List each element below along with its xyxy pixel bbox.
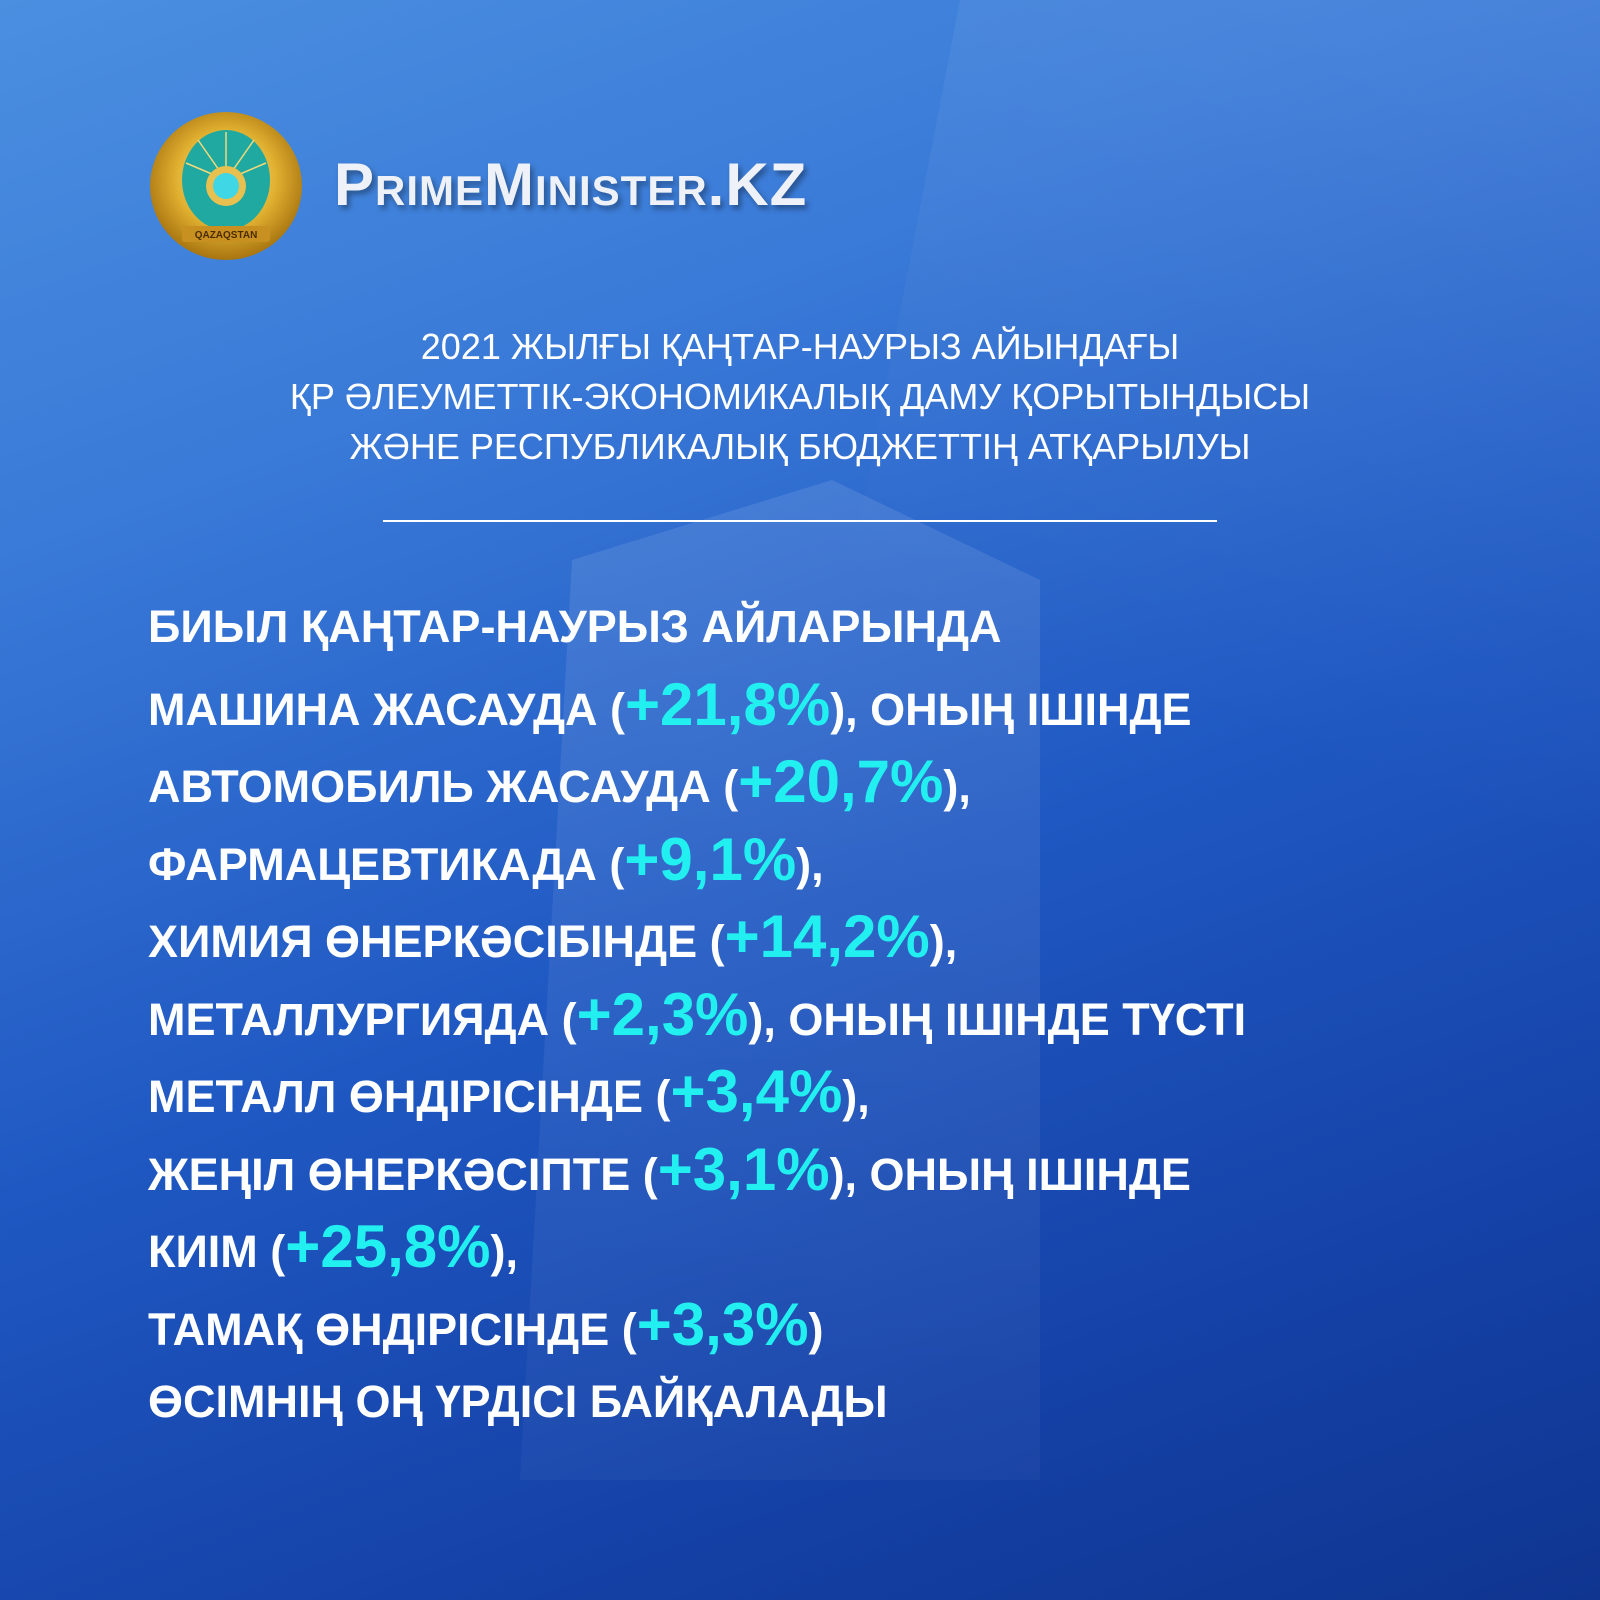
body-text-segment: ),	[842, 1071, 870, 1122]
subtitle-line: ҚР ӘЛЕУМЕТТІК-ЭКОНОМИКАЛЫҚ ДАМУ ҚОРЫТЫНД…	[289, 376, 1311, 417]
growth-percentage: +2,3%	[576, 980, 749, 1048]
body-text-segment: БИЫЛ ҚАҢТАР-НАУРЫЗ АЙЛАРЫНДА	[148, 601, 1002, 652]
body-line: БИЫЛ ҚАҢТАР-НАУРЫЗ АЙЛАРЫНДА	[148, 588, 1246, 666]
body-text-segment: ЖЕҢІЛ ӨНЕРКӘСІПТЕ (	[148, 1148, 658, 1200]
growth-percentage: +3,1%	[657, 1135, 830, 1203]
body-text-segment: ),	[943, 761, 971, 812]
body-line: ЖЕҢІЛ ӨНЕРКӘСІПТЕ (+3,1%), ОНЫҢ ІШІНДЕ	[148, 1131, 1246, 1209]
body-line: ФАРМАЦЕВТИКАДА (+9,1%),	[148, 821, 1246, 899]
body-line: КИІМ (+25,8%),	[148, 1208, 1246, 1286]
growth-percentage: +9,1%	[624, 825, 797, 893]
body-text-segment: ), ОНЫҢ ІШІНДЕ ТҮСТІ	[748, 993, 1247, 1045]
growth-percentage: +21,8%	[625, 670, 831, 738]
divider	[383, 520, 1217, 522]
body-text-segment: АВТОМОБИЛЬ ЖАСАУДА (	[148, 761, 739, 812]
emblem-text: QAZAQSTAN	[195, 230, 258, 241]
subtitle-line: 2021 ЖЫЛҒЫ ҚАҢТАР-НАУРЫЗ АЙЫНДАҒЫ	[420, 326, 1180, 367]
body-text-segment: ),	[796, 838, 824, 890]
body-text-segment: ), ОНЫҢ ІШІНДЕ	[829, 1148, 1191, 1200]
brand-name: PrimeMinister.KZ	[334, 151, 808, 218]
body-text-segment: МЕТАЛЛ ӨНДІРІСІНДЕ (	[148, 1071, 671, 1122]
subtitle: 2021 ЖЫЛҒЫ ҚАҢТАР-НАУРЫЗ АЙЫНДАҒЫ ҚР ӘЛЕ…	[0, 322, 1600, 472]
body-text-segment: )	[808, 1303, 824, 1355]
body-text-segment: ),	[490, 1226, 518, 1277]
growth-percentage: +3,3%	[636, 1290, 809, 1358]
body-line: ХИМИЯ ӨНЕРКӘСІБІНДЕ (+14,2%),	[148, 898, 1246, 976]
body-text-segment: ТАМАҚ ӨНДІРІСІНДЕ (	[148, 1303, 637, 1355]
body-text: БИЫЛ ҚАҢТАР-НАУРЫЗ АЙЛАРЫНДА МАШИНА ЖАСАУ…	[148, 588, 1246, 1441]
growth-percentage: +25,8%	[285, 1213, 491, 1280]
body-line: АВТОМОБИЛЬ ЖАСАУДА (+20,7%),	[148, 743, 1246, 821]
body-text-segment: ),	[929, 916, 958, 967]
body-text-segment: ), ОНЫҢ ІШІНДЕ	[830, 683, 1192, 735]
body-text-segment: КИІМ (	[148, 1226, 286, 1277]
body-text-segment: ФАРМАЦЕВТИКАДА (	[148, 838, 625, 890]
body-line: МАШИНА ЖАСАУДА (+21,8%), ОНЫҢ ІШІНДЕ	[148, 666, 1246, 744]
growth-percentage: +20,7%	[738, 748, 944, 815]
body-text-segment: МЕТАЛЛУРГИЯДА (	[148, 993, 577, 1045]
body-text-segment: ӨСІМНІҢ ОҢ ҮРДІСІ БАЙҚАЛАДЫ	[148, 1376, 888, 1427]
body-line: МЕТАЛЛУРГИЯДА (+2,3%), ОНЫҢ ІШІНДЕ ТҮСТІ	[148, 976, 1246, 1054]
growth-percentage: +14,2%	[724, 903, 930, 970]
body-line: ӨСІМНІҢ ОҢ ҮРДІСІ БАЙҚАЛАДЫ	[148, 1363, 1246, 1441]
growth-percentage: +3,4%	[670, 1058, 843, 1125]
body-text-segment: ХИМИЯ ӨНЕРКӘСІБІНДЕ (	[148, 916, 725, 967]
subtitle-line: ЖӘНЕ РЕСПУБЛИКАЛЫҚ БЮДЖЕТТІҢ АТҚАРЫЛУЫ	[349, 426, 1251, 467]
body-line: ТАМАҚ ӨНДІРІСІНДЕ (+3,3%)	[148, 1286, 1246, 1364]
body-text-segment: МАШИНА ЖАСАУДА (	[148, 683, 626, 735]
state-emblem-logo: QAZAQSTAN	[150, 112, 302, 260]
body-line: МЕТАЛЛ ӨНДІРІСІНДЕ (+3,4%),	[148, 1053, 1246, 1131]
